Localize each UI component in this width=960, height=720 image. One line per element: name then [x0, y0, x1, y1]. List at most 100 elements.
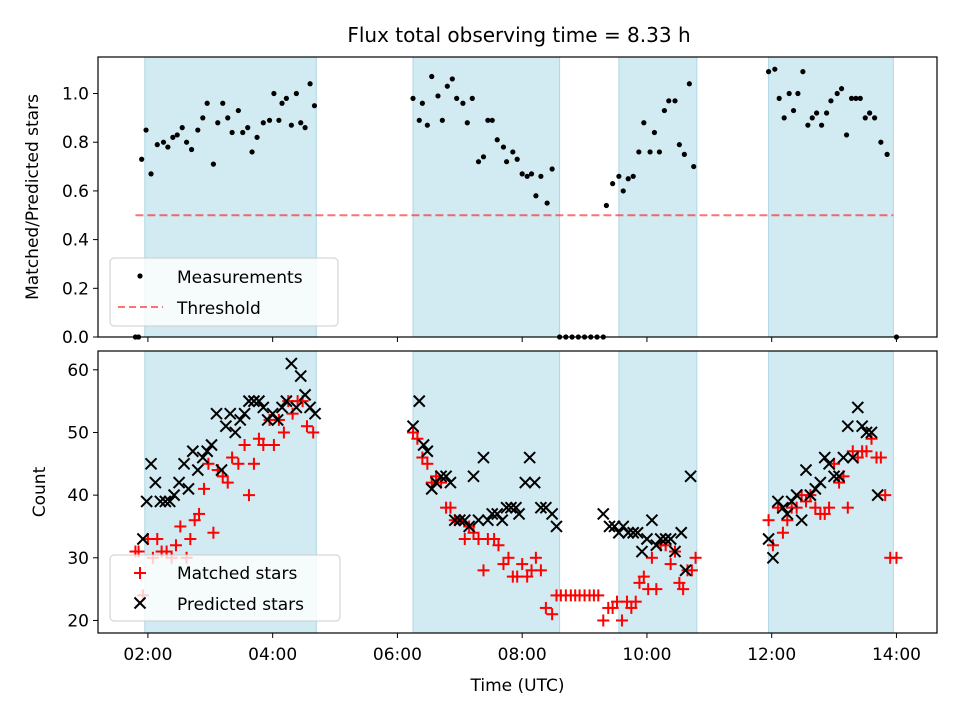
measurement-point [800, 69, 806, 75]
matched-star-point [890, 551, 903, 564]
matched-star-point [818, 507, 831, 520]
matched-star-point [534, 564, 547, 577]
predicted-star-point [229, 426, 242, 439]
shaded-interval [618, 56, 698, 338]
matched-star-point [781, 514, 794, 527]
matched-star-point [497, 558, 510, 571]
predicted-star-point [795, 513, 808, 527]
predicted-star-point [406, 419, 420, 433]
measurement-point [666, 98, 672, 104]
bottom-shaded-intervals [144, 350, 894, 634]
cross-stroke [781, 507, 794, 521]
measurement-point [857, 95, 863, 101]
matched-star-point [592, 589, 605, 602]
predicted-star-point [534, 501, 548, 514]
cross-stroke [434, 470, 448, 483]
cross-stroke [159, 495, 172, 508]
cross-stroke [640, 532, 654, 546]
measurement-point [469, 95, 475, 101]
cross-stroke [462, 520, 476, 533]
predicted-star-point [413, 394, 426, 408]
matched-star-point [252, 432, 265, 445]
cross-stroke [177, 457, 191, 471]
measurement-point [460, 100, 466, 106]
measurement-point [444, 83, 450, 89]
predicted-star-point [855, 419, 869, 433]
measurement-point [204, 100, 210, 106]
bottom-x-ticks: 02:00 04:00 06:00 08:00 10:00 12:00 14:00 [123, 633, 921, 665]
measurement-point [828, 98, 834, 104]
predicted-star-point [504, 501, 518, 514]
predicted-star-point [444, 476, 457, 489]
measurement-point [884, 151, 890, 157]
cross-stroke [790, 488, 803, 502]
matched-star-point [416, 451, 429, 464]
cross-stroke [257, 401, 270, 414]
measurement-point [245, 125, 251, 131]
measurement-point [419, 100, 425, 106]
matched-star-point [633, 576, 646, 589]
predicted-star-point [421, 445, 434, 458]
measurement-point [220, 100, 226, 106]
cross-stroke [841, 419, 855, 433]
cross-stroke [822, 457, 836, 471]
measurement-point [410, 95, 416, 101]
matched-star-point [823, 501, 836, 514]
predicted-star-point [234, 413, 247, 427]
cross-stroke [550, 520, 563, 533]
cross-stroke [290, 401, 303, 414]
cross-stroke [612, 526, 626, 539]
top-panel: 0.0 0.2 0.4 0.6 0.8 1.0 Matched/Predicted sta… [23, 56, 938, 348]
cross-stroke [603, 520, 616, 533]
matched-star-point [174, 520, 187, 533]
cross-stroke [215, 463, 228, 477]
measurement-point [200, 115, 206, 121]
predicted-star-point [140, 495, 153, 508]
measurement-point [814, 110, 820, 116]
predicted-star-point [659, 532, 672, 546]
cross-stroke [545, 507, 559, 521]
legend-predicted-marker [133, 596, 147, 610]
cross-stroke [512, 507, 526, 521]
matched-star-point [477, 564, 490, 577]
top-y-ticks: 0.0 0.2 0.4 0.6 0.8 1.0 [62, 85, 98, 348]
measurement-point [676, 142, 682, 148]
measurement-point [853, 95, 859, 101]
cross-stroke [534, 501, 548, 514]
matched-star-point [277, 426, 290, 439]
top-legend-box [109, 257, 339, 327]
legend-predicted-label: Predicted stars [177, 595, 304, 615]
legend-plus-glyph [134, 567, 146, 579]
measurement-point [661, 107, 668, 114]
predicted-star-point [500, 501, 513, 514]
cross-stroke [275, 401, 289, 414]
cross-stroke [504, 501, 518, 514]
cross-stroke [163, 495, 176, 508]
cross-stroke [860, 426, 873, 439]
x-tick-label: 04:00 [248, 645, 297, 665]
y-tick-label: 0.0 [62, 328, 89, 348]
matched-star-point [202, 457, 215, 470]
measurement-point [681, 151, 687, 157]
bottom-y-ticks: 20 30 40 50 60 [67, 361, 98, 631]
x-axis-label: Time (UTC) [470, 676, 565, 696]
measurement-point [776, 95, 782, 101]
measurement-point [464, 120, 470, 126]
bottom-panel: 20 30 40 50 60 02:00 04:00 06:00 08:00 10:00 12:0… [30, 350, 938, 696]
matched-star-point [421, 457, 434, 470]
measurement-point [838, 86, 845, 92]
predicted-star-point [603, 520, 616, 533]
cross-stroke [298, 388, 312, 402]
cross-stroke [425, 482, 438, 496]
predicted-star-point [163, 495, 176, 508]
measurement-point [170, 134, 176, 140]
cross-stroke [191, 463, 205, 477]
cross-stroke [481, 513, 495, 527]
measurement-point [302, 125, 308, 131]
matched-star-point [625, 601, 638, 614]
cross-stroke [523, 451, 536, 464]
bottom-legend: Matched stars Predicted stars [109, 554, 341, 622]
cross-stroke [140, 495, 153, 508]
matched-star-point [606, 601, 619, 614]
x-tick-label: 02:00 [123, 645, 172, 665]
